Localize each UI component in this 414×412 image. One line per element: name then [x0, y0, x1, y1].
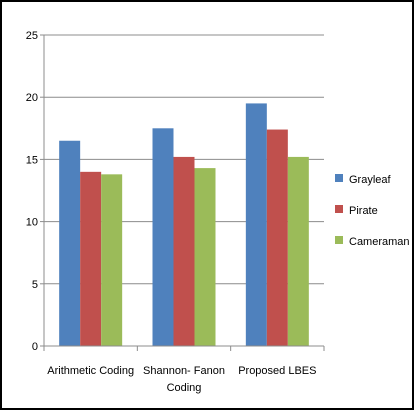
legend: Grayleaf Pirate Cameraman: [335, 174, 410, 248]
bar-cameraman-3: [287, 156, 309, 346]
bar-pirate-1: [80, 171, 102, 346]
y-tick-label: 25: [26, 30, 38, 42]
legend-swatch-grayleaf: [335, 174, 343, 182]
x-tick-label: Shannon- Fanon: [143, 365, 225, 377]
y-tick-label: 0: [32, 341, 38, 353]
bar-cameraman-1: [101, 174, 123, 346]
bar-pirate-2: [173, 156, 195, 346]
legend-label-pirate: Pirate: [349, 205, 378, 217]
legend-label-cameraman: Cameraman: [349, 236, 410, 248]
bar-cameraman-2: [194, 168, 216, 346]
y-tick-label: 20: [26, 92, 38, 104]
axes: [40, 34, 325, 351]
legend-label-grayleaf: Grayleaf: [349, 174, 392, 186]
x-tick-label: Coding: [167, 382, 202, 394]
legend-swatch-cameraman: [335, 236, 343, 244]
y-tick-label: 5: [32, 279, 38, 291]
bar-grayleaf-2: [152, 128, 174, 346]
bars: [59, 103, 309, 346]
y-tick-label: 10: [26, 217, 38, 229]
y-axis-tick-labels: 0 5 10 15 20 25: [26, 30, 38, 353]
x-axis-tick-labels: Arithmetic Coding Shannon- Fanon Coding Pro…: [47, 365, 316, 394]
bar-pirate-3: [266, 129, 288, 346]
x-tick-label: Proposed LBES: [238, 365, 316, 377]
y-tick-label: 15: [26, 154, 38, 166]
bar-grayleaf-1: [59, 140, 81, 346]
legend-swatch-pirate: [335, 205, 343, 213]
x-tick-label: Arithmetic Coding: [47, 365, 134, 377]
bar-grayleaf-3: [245, 103, 267, 346]
